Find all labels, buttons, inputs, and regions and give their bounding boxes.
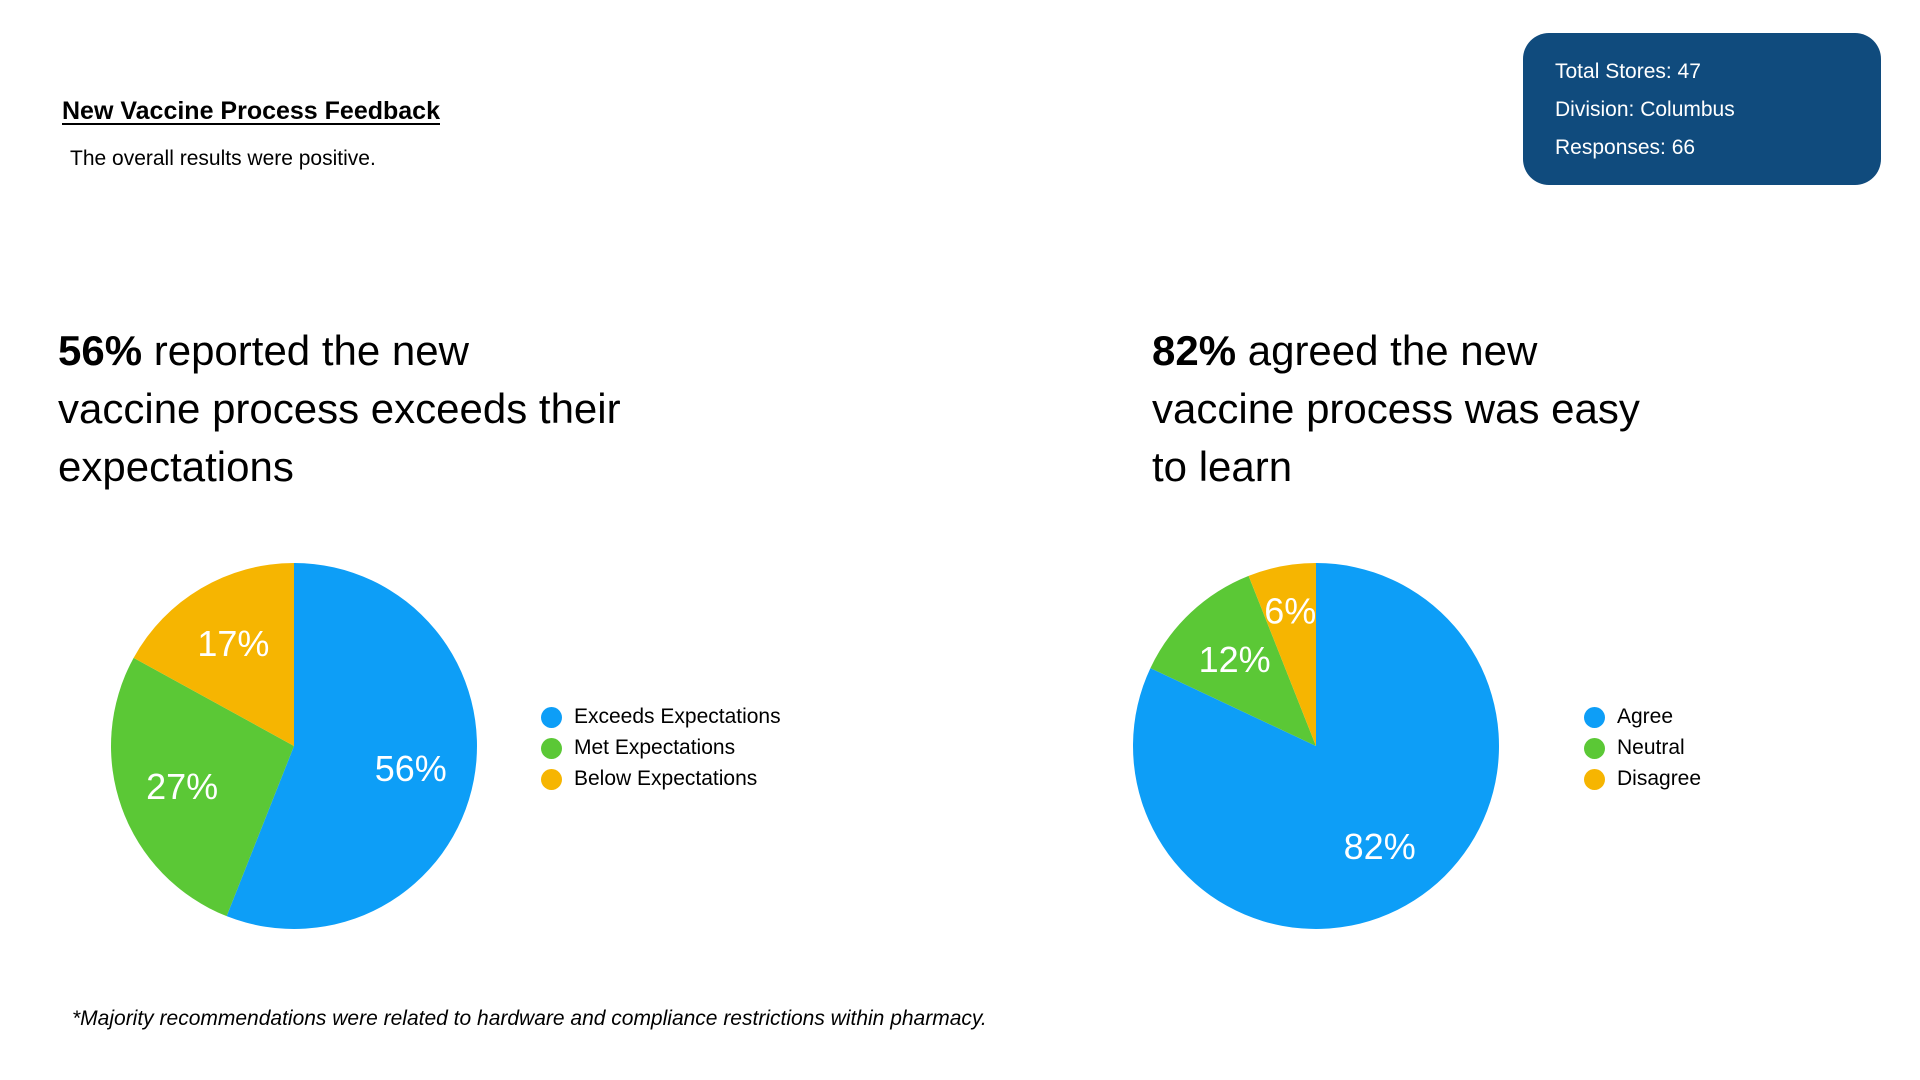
page-subtitle: The overall results were positive. [70, 147, 376, 170]
pie-slice [1150, 575, 1316, 746]
summary-info-box: Total Stores: 47 Division: Columbus Resp… [1523, 33, 1881, 185]
legend-label-agree: Agree [1617, 705, 1674, 728]
pie-slice [226, 563, 477, 929]
legend-dot-exceeds [541, 706, 562, 728]
left-heading-rest: reported the new [142, 327, 469, 374]
pie-slice-label: 27% [146, 766, 218, 807]
legend-dot-below [541, 768, 562, 790]
legend-dot-agree [1584, 706, 1605, 728]
legend-row: Neutral [1584, 736, 1701, 760]
right-heading-rest: agreed the new [1236, 327, 1538, 374]
legend-label-met: Met Expectations [574, 736, 736, 759]
right-heading-line3: to learn [1152, 443, 1293, 490]
info-line-total-stores: Total Stores: 47 [1555, 60, 1701, 83]
pie-slice-label: 82% [1344, 826, 1416, 867]
legend-row: Disagree [1584, 767, 1701, 791]
legend-row: Met Expectations [541, 736, 781, 760]
right-heading-line2: vaccine process was easy [1152, 385, 1640, 432]
legend-row: Below Expectations [541, 767, 781, 791]
left-chart-heading: 56% reported the new vaccine process exce… [58, 322, 758, 496]
legend-label-neutral: Neutral [1617, 736, 1685, 759]
legend-dot-disagree [1584, 768, 1605, 790]
legend-label-disagree: Disagree [1617, 767, 1702, 790]
footnote: *Majority recommendations were related t… [72, 1007, 987, 1030]
left-heading-highlight: 56% [58, 327, 143, 374]
pie-slice-label: 56% [375, 748, 447, 789]
right-legend: Agree Neutral Disagree [1584, 705, 1701, 791]
pie-slice [133, 563, 294, 746]
left-legend: Exceeds Expectations Met Expectations Be… [541, 705, 781, 791]
legend-row: Exceeds Expectations [541, 705, 781, 729]
left-heading-line2: vaccine process exceeds their [58, 385, 621, 432]
info-line-division: Division: Columbus [1555, 98, 1735, 121]
legend-label-below: Below Expectations [574, 767, 758, 790]
left-pie-chart: 56% 27% 17% [111, 563, 477, 929]
pie-slice [111, 657, 294, 917]
pie-slice [1133, 563, 1500, 929]
info-line-responses: Responses: 66 [1555, 136, 1696, 159]
legend-dot-neutral [1584, 737, 1605, 759]
page-title: New Vaccine Process Feedback [62, 97, 440, 125]
right-chart-heading: 82% agreed the new vaccine process was ea… [1152, 322, 1752, 496]
pie-slice-label: 17% [197, 623, 269, 664]
pie-slice-label: 6% [1264, 591, 1316, 632]
left-heading-line3: expectations [58, 443, 294, 490]
right-pie-chart: 82% 12% 6% [1133, 563, 1500, 929]
pie-slice-label: 12% [1199, 639, 1271, 680]
legend-label-exceeds: Exceeds Expectations [574, 705, 781, 728]
pie-slice [1248, 563, 1316, 746]
legend-dot-met [541, 737, 562, 759]
right-heading-highlight: 82% [1152, 327, 1237, 374]
legend-row: Agree [1584, 705, 1701, 729]
